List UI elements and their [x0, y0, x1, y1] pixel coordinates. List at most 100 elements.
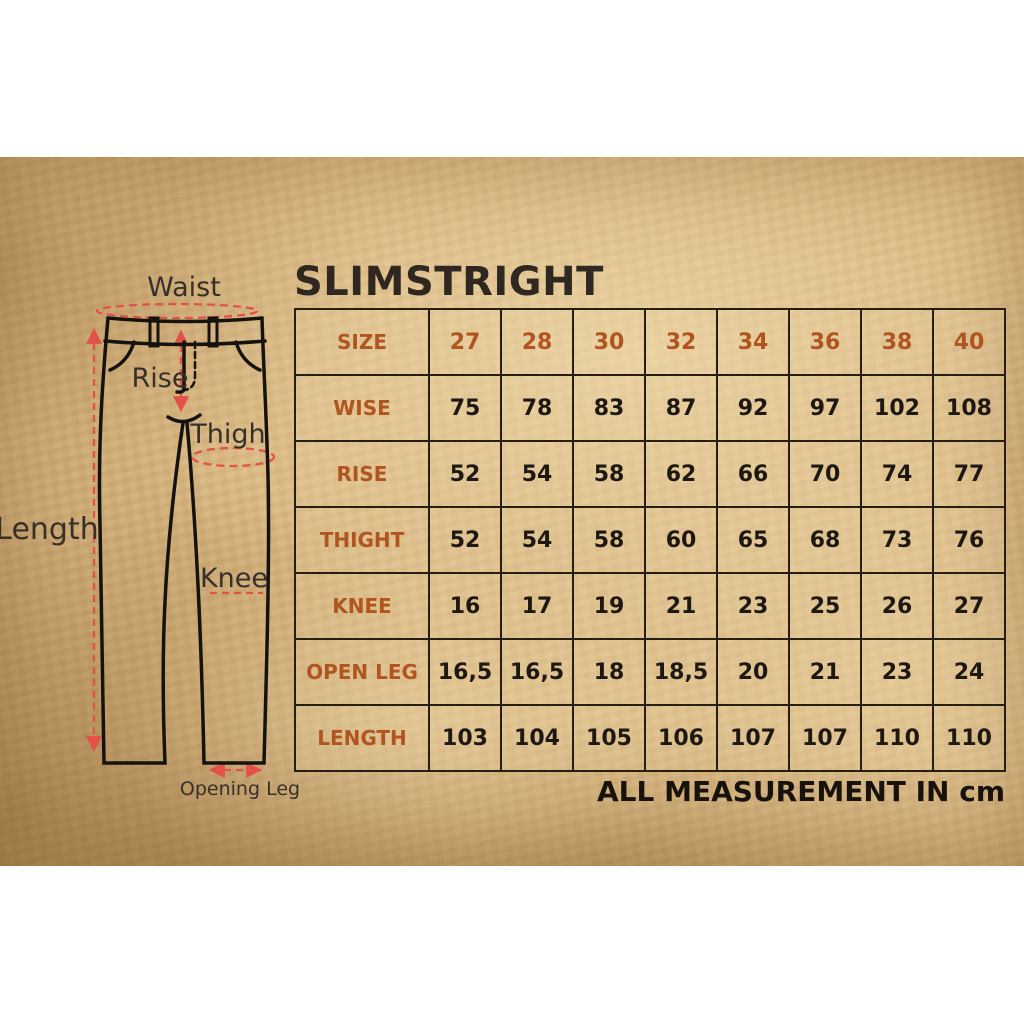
right-leg	[185, 316, 271, 765]
value-cell: 26	[862, 574, 934, 638]
value-cell: 105	[574, 706, 646, 770]
row-values: 16 17 19 21 23 25 26 27	[430, 574, 1004, 638]
value-cell: 25	[790, 574, 862, 638]
parchment-panel	[0, 157, 1024, 866]
size-value-cell: 38	[862, 310, 934, 374]
value-cell: 16	[430, 574, 502, 638]
value-cell: 78	[502, 376, 574, 440]
crotch-seam	[166, 413, 202, 424]
value-cell: 20	[718, 640, 790, 704]
value-cell: 102	[862, 376, 934, 440]
value-cell: 18	[574, 640, 646, 704]
value-cell: 16,5	[430, 640, 502, 704]
value-cell: 66	[718, 442, 790, 506]
row-label-cell: RISE	[296, 442, 430, 506]
length-label: Length	[0, 512, 99, 547]
waist-measure-ellipse	[95, 302, 259, 320]
value-cell: 110	[946, 725, 992, 751]
table-row-knee: KNEE 16 17 19 21 23 25 26 27	[296, 574, 1004, 640]
value-cell: 65	[718, 508, 790, 572]
size-value-cell: 28	[502, 310, 574, 374]
size-value-cell: 34	[718, 310, 790, 374]
waistband-top	[106, 316, 264, 324]
value-cell: 62	[646, 442, 718, 506]
size-value-cell: 36	[790, 310, 862, 374]
value-cell: 27	[953, 593, 985, 619]
value-cell: 97	[790, 376, 862, 440]
row-values: 16,5 16,5 18 18,5 20 21 23 24	[430, 640, 1004, 704]
size-value-cell: 27	[430, 310, 502, 374]
knee-label: Knee	[200, 563, 268, 594]
value-cell: 77	[953, 461, 985, 487]
diagram-labels: Waist Rise Thigh Knee Length Opening Leg	[0, 272, 300, 800]
fly-seam	[175, 340, 186, 394]
value-cell: 83	[574, 376, 646, 440]
measurement-unit-note: ALL MEASUREMENT IN cm	[597, 775, 1005, 808]
fly-stitch	[182, 340, 197, 392]
value-cell: 106	[646, 706, 718, 770]
belt-loop-right	[207, 316, 219, 348]
table-row-thight: THIGHT 52 54 58 60 65 68 73 76	[296, 508, 1004, 574]
value-cell: 21	[790, 640, 862, 704]
thigh-measure-ellipse	[190, 446, 276, 468]
value-cell: 74	[862, 442, 934, 506]
value-cell: 60	[646, 508, 718, 572]
value-cell: 54	[502, 508, 574, 572]
row-label-cell: KNEE	[296, 574, 430, 638]
value-cell: 104	[502, 706, 574, 770]
value-cell: 19	[574, 574, 646, 638]
value-cell: 70	[790, 442, 862, 506]
value-cell: 18,5	[646, 640, 718, 704]
size-header-values: 27 28 30 32 34 36 38 40	[430, 310, 1004, 374]
table-row-rise: RISE 52 54 58 62 66 70 74 77	[296, 442, 1004, 508]
row-label-cell: THIGHT	[296, 508, 430, 572]
opening-leg-label: Opening Leg	[180, 778, 300, 800]
table-row-length: LENGTH 103 104 105 106 107 107 110 110	[296, 706, 1004, 770]
value-cell: 75	[430, 376, 502, 440]
waist-label: Waist	[147, 272, 221, 303]
value-cell: 103	[430, 706, 502, 770]
value-cell: 17	[502, 574, 574, 638]
value-cell: 24	[953, 659, 985, 685]
page-title: SLIMSTRIGHT	[294, 259, 604, 305]
row-values: 75 78 83 87 92 97 102 108	[430, 376, 1004, 440]
value-cell: 68	[790, 508, 862, 572]
value-cell: 54	[502, 442, 574, 506]
thigh-label: Thigh	[189, 419, 265, 450]
value-cell: 58	[574, 442, 646, 506]
pants-diagram: Waist Rise Thigh Knee Length Opening Leg	[0, 272, 300, 800]
value-cell: 21	[646, 574, 718, 638]
row-label-cell: WISE	[296, 376, 430, 440]
size-header-cell: SIZE	[296, 310, 430, 374]
pocket-right	[234, 340, 262, 372]
size-value-cell: 40	[953, 329, 985, 355]
value-cell: 87	[646, 376, 718, 440]
value-cell: 92	[718, 376, 790, 440]
pants-outline	[97, 316, 271, 765]
row-label-cell: LENGTH	[296, 706, 430, 770]
row-values: 52 54 58 62 66 70 74 77	[430, 442, 1004, 506]
value-cell: 16,5	[502, 640, 574, 704]
row-label-cell: OPEN LEG	[296, 640, 430, 704]
table-row-wise: WISE 75 78 83 87 92 97 102 108	[296, 376, 1004, 442]
value-cell: 23	[862, 640, 934, 704]
value-cell: 73	[862, 508, 934, 572]
value-cell: 52	[430, 508, 502, 572]
belt-loop-left	[148, 316, 160, 348]
size-value-cell: 30	[574, 310, 646, 374]
table-header-row: SIZE 27 28 30 32 34 36 38 40	[296, 310, 1004, 376]
row-values: 103 104 105 106 107 107 110 110	[430, 706, 1004, 770]
value-cell: 107	[790, 706, 862, 770]
value-cell: 76	[953, 527, 985, 553]
value-cell: 23	[718, 574, 790, 638]
row-values: 52 54 58 60 65 68 73 76	[430, 508, 1004, 572]
value-cell: 110	[862, 706, 934, 770]
size-table: SIZE 27 28 30 32 34 36 38 40 WISE 75 78 83 87 92 97 1…	[294, 308, 1006, 772]
value-cell: 107	[718, 706, 790, 770]
rise-label: Rise	[132, 363, 189, 394]
measure-lines	[85, 302, 276, 779]
value-cell: 58	[574, 508, 646, 572]
table-row-open-leg: OPEN LEG 16,5 16,5 18 18,5 20 21 23 24	[296, 640, 1004, 706]
size-value-cell: 32	[646, 310, 718, 374]
